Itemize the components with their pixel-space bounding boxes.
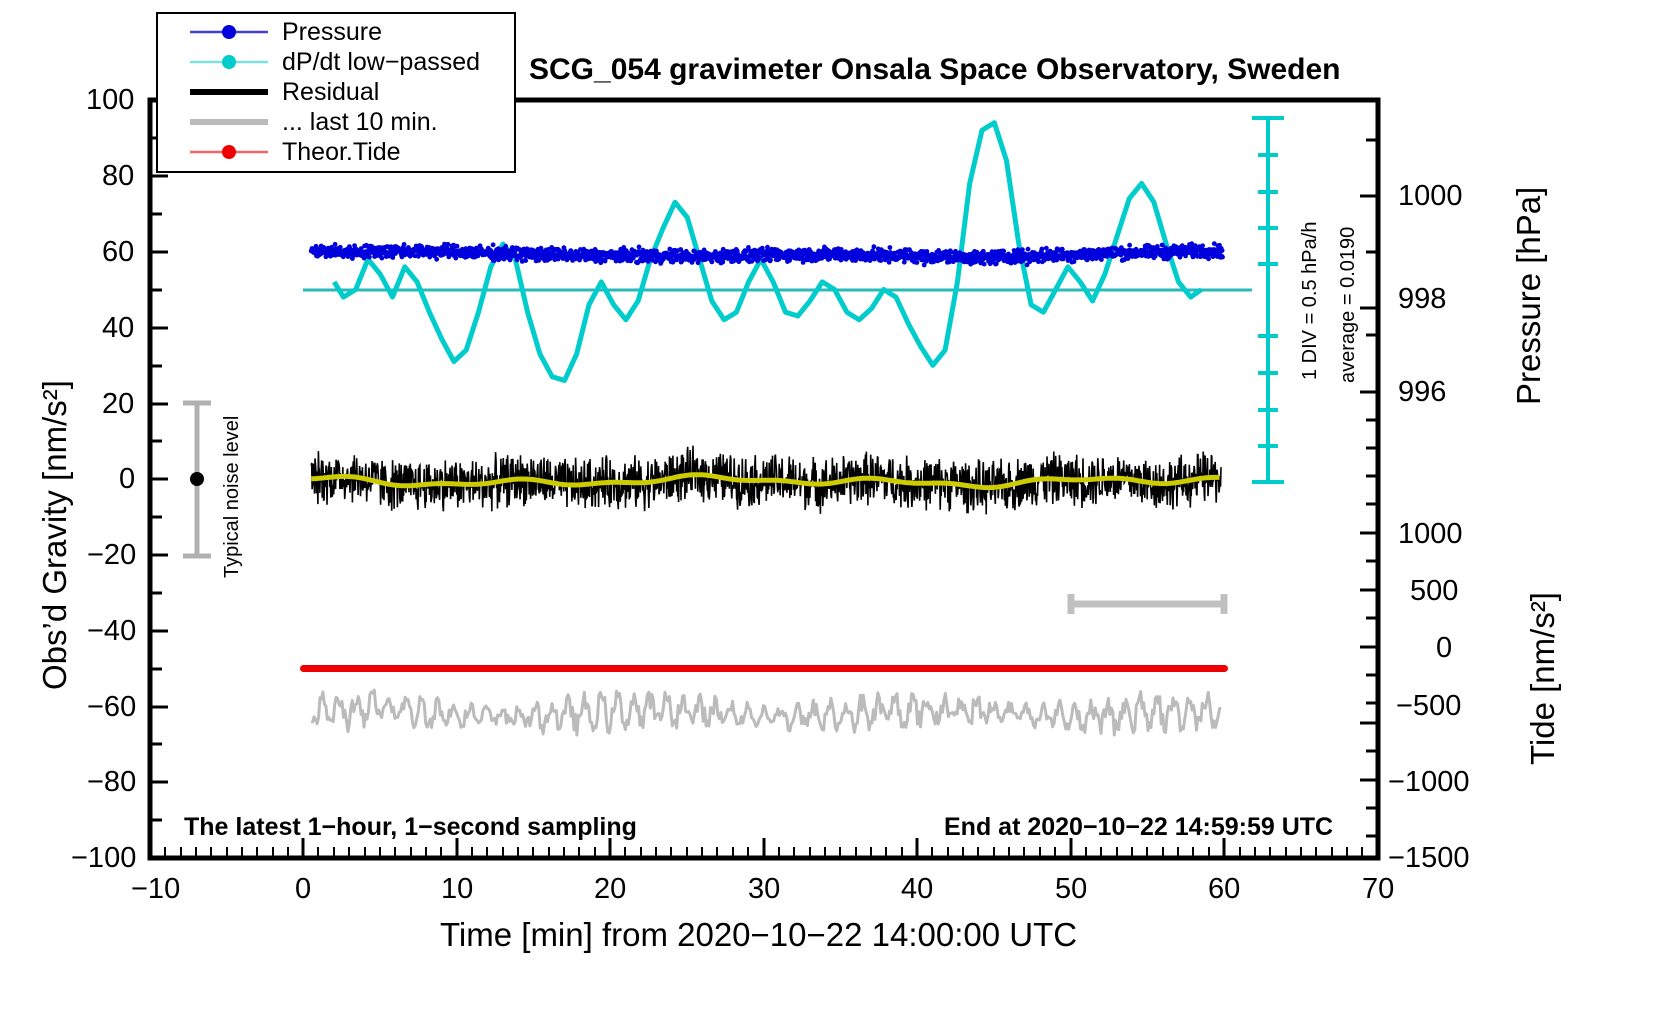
tide-tick-m1500: −1500 — [1388, 842, 1470, 874]
y-left-tick-20: 20 — [102, 388, 135, 420]
footer-right-note: End at 2020−10−22 14:59:59 UTC — [944, 813, 1334, 841]
tide-tick-m500: −500 — [1396, 690, 1462, 722]
x-tick-70: 70 — [1362, 873, 1395, 905]
dpdt-trace — [332, 120, 1203, 383]
tide-tick-0: 0 — [1436, 632, 1453, 664]
pressure-tick-1000: 1000 — [1398, 180, 1463, 212]
y-left-tick-m60: −60 — [87, 691, 137, 723]
y-left-tick-60: 60 — [102, 236, 135, 268]
pressure-tick-996: 996 — [1398, 376, 1447, 408]
legend-swatch-tide — [190, 145, 268, 159]
x-tick-50: 50 — [1055, 873, 1088, 905]
y-left-axis-title: Obs’d Gravity [nm/s²] — [36, 380, 73, 690]
y-left-tick-m20: −20 — [87, 539, 137, 571]
tide-tick-1000: 1000 — [1398, 518, 1463, 550]
y-left-tick-100: 100 — [86, 84, 135, 116]
y-left-tick-0: 0 — [119, 463, 136, 495]
x-tick-10: 10 — [441, 873, 474, 905]
x-tick-30: 30 — [748, 873, 781, 905]
footer-left-note: The latest 1−hour, 1−second sampling — [184, 813, 637, 841]
pressure-scatter — [308, 241, 1225, 268]
legend-label-tide: Theor.Tide — [282, 138, 401, 166]
x-axis-title: Time [min] from 2020−10−22 14:00:00 UTC — [440, 916, 1078, 953]
dpdt-scale-average-label: average = 0.0190 — [1337, 226, 1359, 383]
legend-label-last10: ... last 10 min. — [282, 108, 438, 136]
residual-smoothed-trace — [311, 472, 1220, 491]
x-tick-m10: −10 — [131, 873, 181, 905]
x-tick-60: 60 — [1208, 873, 1241, 905]
typical-noise-level-label: Typical noise level — [221, 415, 243, 578]
legend-label-pressure: Pressure — [282, 18, 383, 46]
y-left-ticks — [150, 98, 168, 860]
last-10-min-span-bar — [1067, 594, 1228, 614]
page-title: SCG_054 gravimeter Onsala Space Observat… — [529, 53, 1341, 86]
y-left-tick-40: 40 — [102, 312, 135, 344]
tide-tick-m1000: −1000 — [1388, 766, 1470, 798]
x-tick-20: 20 — [594, 873, 627, 905]
legend: Pressure dP/dt low−passed Residual ... l… — [156, 12, 516, 173]
y-left-tick-80: 80 — [102, 160, 135, 192]
tide-tick-500: 500 — [1410, 575, 1459, 607]
y-left-tick-m40: −40 — [87, 615, 137, 647]
legend-swatches — [190, 25, 268, 159]
legend-label-residual: Residual — [282, 78, 380, 106]
legend-swatch-pressure — [190, 25, 268, 39]
dpdt-scale-bar — [1252, 116, 1284, 484]
typical-noise-level-errorbar — [183, 400, 211, 559]
x-tick-0: 0 — [295, 873, 312, 905]
y-right-pressure-axis-title: Pressure [hPa] — [1510, 186, 1547, 405]
y-left-tick-m100: −100 — [71, 842, 137, 874]
x-axis-ticks — [148, 838, 1380, 858]
pressure-tick-998: 998 — [1398, 283, 1447, 315]
x-tick-40: 40 — [901, 873, 934, 905]
y-right-tide-axis-title: Tide [nm/s²] — [1524, 592, 1561, 765]
legend-label-dpdt: dP/dt low−passed — [282, 48, 481, 76]
y-left-tick-m80: −80 — [87, 766, 137, 798]
last-10-min-trace — [310, 688, 1222, 737]
y-right-ticks — [1360, 98, 1378, 860]
legend-swatch-dpdt — [190, 55, 268, 69]
dpdt-scale-div-label: 1 DIV = 0.5 hPa/h — [1299, 221, 1321, 380]
